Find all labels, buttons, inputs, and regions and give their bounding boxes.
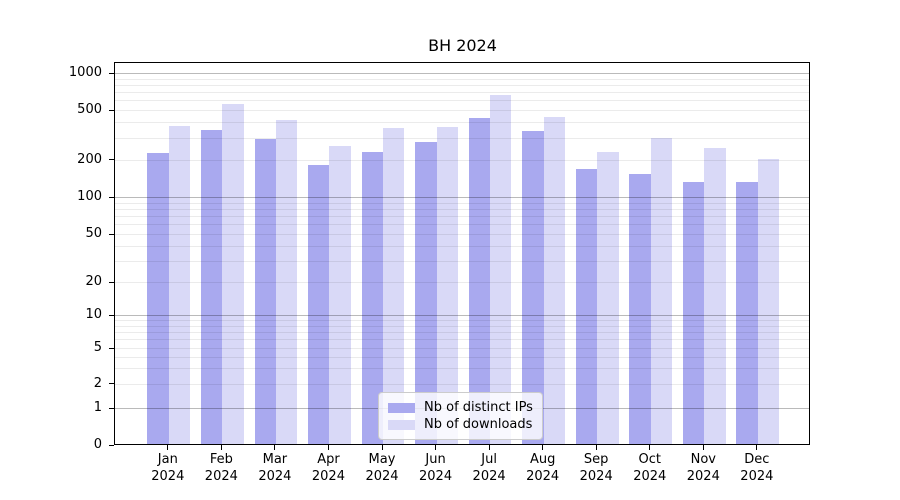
y-tick-label-0: 0 bbox=[93, 437, 102, 452]
bar-distinct-ips-sep bbox=[575, 168, 598, 444]
x-tick-mark-may bbox=[381, 445, 383, 450]
y-tick-label-500: 500 bbox=[77, 102, 102, 117]
x-tick-label-year: 2024 bbox=[151, 469, 185, 484]
y-tick-label-1000: 1000 bbox=[68, 65, 102, 81]
bars-layer bbox=[115, 63, 809, 444]
x-tick-label-dec: Dec 2024 bbox=[725, 451, 789, 485]
bar-downloads-jul bbox=[490, 95, 512, 444]
bar-distinct-ips-mar bbox=[254, 139, 276, 444]
legend-label-downloads: Nb of downloads bbox=[424, 417, 533, 432]
y-tick-label-1: 1 bbox=[93, 400, 102, 415]
x-tick-mark-jan bbox=[167, 445, 169, 450]
x-tick-label-year: 2024 bbox=[365, 469, 399, 484]
bar-distinct-ips-apr bbox=[308, 164, 330, 444]
bar-downloads-jan bbox=[168, 126, 191, 444]
bar-distinct-ips-dec bbox=[736, 181, 758, 444]
y-tick-label-200: 200 bbox=[77, 151, 102, 167]
x-tick-label-year: 2024 bbox=[579, 469, 613, 484]
bar-downloads-jun bbox=[436, 126, 458, 444]
y-tick-mark-20 bbox=[109, 281, 114, 283]
x-tick-mark-jul bbox=[488, 445, 490, 450]
x-tick-mark-aug bbox=[542, 445, 544, 450]
x-tick-mark-sep bbox=[595, 445, 597, 450]
bar-downloads-dec bbox=[757, 159, 780, 444]
y-tick-mark-1000 bbox=[109, 72, 114, 74]
bar-distinct-ips-jan bbox=[147, 153, 169, 444]
y-tick-mark-200 bbox=[109, 159, 114, 160]
bar-distinct-ips-jul bbox=[468, 118, 491, 444]
y-tick-mark-1 bbox=[109, 407, 114, 409]
bar-distinct-ips-feb bbox=[200, 129, 223, 444]
y-tick-mark-50 bbox=[109, 233, 114, 235]
legend: Nb of distinct IPs Nb of downloads bbox=[378, 392, 543, 440]
x-tick-mark-oct bbox=[649, 445, 651, 450]
x-tick-label-year: 2024 bbox=[686, 469, 720, 484]
bar-distinct-ips-aug bbox=[522, 131, 544, 444]
x-tick-mark-apr bbox=[327, 445, 329, 450]
x-tick-label-may: May 2024 bbox=[350, 451, 414, 485]
y-tick-label-50: 50 bbox=[85, 226, 102, 241]
y-tick-label-20: 20 bbox=[85, 274, 102, 289]
x-tick-mark-nov bbox=[702, 445, 704, 450]
y-tick-label-2: 2 bbox=[93, 375, 102, 391]
x-tick-label-nov: Nov 2024 bbox=[671, 451, 735, 485]
x-tick-label-year: 2024 bbox=[740, 469, 774, 484]
x-tick-label-sep: Sep 2024 bbox=[564, 451, 628, 485]
bar-distinct-ips-jun bbox=[415, 142, 437, 444]
y-tick-mark-0 bbox=[109, 444, 114, 446]
bar-downloads-apr bbox=[329, 146, 351, 444]
x-tick-mark-feb bbox=[220, 445, 222, 450]
bar-distinct-ips-nov bbox=[682, 181, 705, 444]
bar-downloads-feb bbox=[222, 103, 244, 444]
x-tick-label-aug: Aug 2024 bbox=[511, 451, 575, 485]
x-tick-mark-dec bbox=[756, 445, 758, 450]
y-tick-label-5: 5 bbox=[93, 340, 102, 355]
y-tick-label-100: 100 bbox=[77, 189, 102, 204]
plot-area bbox=[114, 62, 810, 445]
chart-title: BH 2024 bbox=[428, 36, 497, 55]
y-tick-mark-500 bbox=[109, 109, 114, 111]
x-tick-label-year: 2024 bbox=[419, 469, 453, 484]
legend-swatch-distinct-ips-icon bbox=[388, 402, 415, 413]
legend-label-distinct-ips: Nb of distinct IPs bbox=[424, 400, 533, 415]
x-tick-label-year: 2024 bbox=[633, 469, 667, 484]
x-tick-label-year: 2024 bbox=[311, 469, 345, 484]
x-tick-label-year: 2024 bbox=[526, 469, 560, 484]
bar-downloads-may bbox=[383, 127, 405, 444]
x-tick-label-jul: Jul 2024 bbox=[457, 451, 521, 485]
legend-item-downloads: Nb of downloads bbox=[388, 416, 534, 433]
y-tick-mark-100 bbox=[109, 196, 114, 198]
x-tick-label-feb: Feb 2024 bbox=[189, 451, 253, 485]
x-tick-label-mar: Mar 2024 bbox=[243, 451, 307, 485]
y-tick-mark-5 bbox=[109, 347, 114, 349]
y-tick-label-10: 10 bbox=[85, 307, 102, 322]
x-tick-label-year: 2024 bbox=[258, 469, 292, 484]
legend-swatch-downloads-icon bbox=[388, 419, 415, 430]
bar-downloads-mar bbox=[275, 119, 298, 444]
x-tick-mark-mar bbox=[274, 445, 276, 450]
bar-downloads-oct bbox=[650, 138, 673, 444]
y-tick-mark-10 bbox=[109, 314, 114, 316]
x-tick-label-year: 2024 bbox=[204, 469, 238, 484]
x-tick-label-jun: Jun 2024 bbox=[404, 451, 468, 485]
x-tick-label-jan: Jan 2024 bbox=[136, 451, 200, 485]
bar-distinct-ips-oct bbox=[629, 174, 651, 444]
x-tick-mark-jun bbox=[435, 445, 437, 450]
legend-item-distinct-ips: Nb of distinct IPs bbox=[388, 399, 534, 416]
x-tick-label-oct: Oct 2024 bbox=[618, 451, 682, 485]
x-tick-label-year: 2024 bbox=[472, 469, 506, 484]
bar-downloads-nov bbox=[704, 147, 726, 444]
y-tick-mark-2 bbox=[109, 383, 114, 384]
bar-distinct-ips-may bbox=[361, 152, 383, 444]
x-tick-label-apr: Apr 2024 bbox=[296, 451, 360, 485]
bar-downloads-sep bbox=[597, 152, 619, 444]
bar-downloads-aug bbox=[543, 117, 566, 444]
